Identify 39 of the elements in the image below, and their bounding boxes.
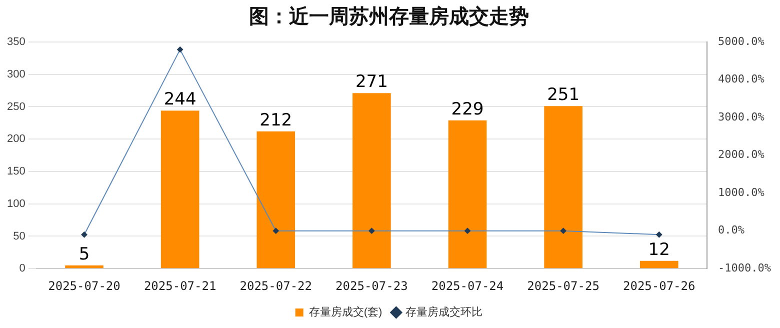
bar: [448, 120, 487, 268]
data-label: 244: [164, 90, 196, 110]
x-tick-label: 2025-07-24: [431, 278, 504, 293]
y-tick-label: 0: [19, 262, 26, 275]
y2-tick-label: 2000.0%: [718, 148, 765, 162]
bar: [256, 131, 296, 268]
legend-label: 存量房成交环比: [406, 306, 483, 319]
bar: [544, 106, 582, 268]
bar: [352, 93, 391, 268]
y-tick-label: 100: [6, 198, 26, 210]
x-tick-label: 2025-07-26: [622, 278, 696, 293]
chart-title: 图：近一周苏州存量房成交走势: [249, 4, 529, 28]
y2-tick-label: 4000.0%: [718, 72, 765, 86]
data-label: 229: [451, 99, 484, 120]
y2-tick-label: 1000.0%: [718, 186, 765, 199]
y2-tick-label: 0.0%: [718, 224, 745, 237]
y2-tick-label: 3000.0%: [718, 110, 765, 124]
bar: [160, 110, 200, 268]
x-tick-label: 2025-07-21: [144, 278, 216, 293]
y-tick-label: 250: [6, 100, 26, 113]
data-label: 271: [355, 72, 388, 92]
x-tick-label: 2025-07-25: [527, 278, 600, 293]
y2-tick-label: 5000.0%: [718, 34, 765, 48]
data-label: 251: [547, 85, 580, 106]
y-tick-label: 300: [6, 68, 26, 80]
data-label: 12: [648, 240, 670, 260]
data-label: 5: [78, 244, 90, 264]
x-tick-label: 2025-07-20: [48, 278, 120, 293]
legend-label: 存量房成交(套): [308, 306, 382, 319]
y-tick-label: 50: [13, 230, 26, 242]
y-tick-label: 200: [6, 133, 26, 146]
y2-tick-label: -1000.0%: [718, 261, 772, 274]
y-tick-label: 150: [6, 166, 26, 178]
data-label: 212: [260, 110, 292, 130]
y-tick-label: 350: [6, 36, 26, 48]
x-tick-label: 2025-07-22: [240, 278, 312, 293]
bar: [65, 265, 104, 268]
bar: [640, 260, 678, 268]
x-tick-label: 2025-07-23: [336, 278, 408, 293]
